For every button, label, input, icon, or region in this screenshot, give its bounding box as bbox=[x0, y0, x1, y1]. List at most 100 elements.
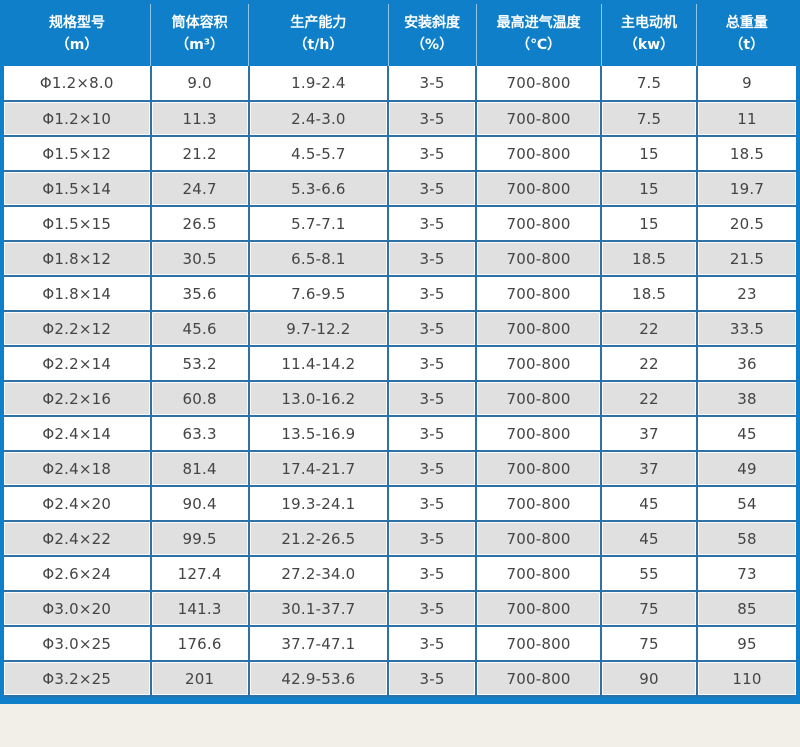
table-cell: 700-800 bbox=[475, 590, 603, 628]
table-cell: 3-5 bbox=[387, 520, 478, 558]
table-cell: 700-800 bbox=[475, 240, 603, 278]
column-header-2: 筒体容积 （m³） bbox=[150, 4, 250, 67]
spec-table-body: Φ1.2×8.0 9.0 1.9-2.4 3-5 700-800 7.5 9 Φ1.2×10 1… bbox=[4, 66, 796, 698]
table-cell: 700-800 bbox=[475, 170, 603, 208]
table-cell: 3-5 bbox=[387, 240, 478, 278]
table-cell: 30.1-37.7 bbox=[247, 590, 390, 628]
table-cell: 15 bbox=[600, 205, 698, 243]
table-cell: 21.5 bbox=[695, 240, 796, 278]
table-cell: Φ3.2×25 bbox=[4, 660, 152, 698]
table-cell: Φ2.2×14 bbox=[4, 345, 152, 383]
spec-table-frame: 规格型号 （m） 筒体容积 （m³） 生产能力 （t/h） 安装斜度 （%） 最高进气温度 （℃）… bbox=[0, 0, 800, 705]
table-row: Φ1.2×8.0 9.0 1.9-2.4 3-5 700-800 7.5 9 bbox=[4, 66, 796, 103]
table-cell: 53.2 bbox=[149, 345, 250, 383]
table-cell: 33.5 bbox=[695, 310, 796, 348]
table-cell: 37.7-47.1 bbox=[247, 625, 390, 663]
column-header-unit: （t） bbox=[729, 36, 765, 53]
table-cell: 63.3 bbox=[149, 415, 250, 453]
table-cell: 15 bbox=[600, 170, 698, 208]
table-cell: Φ3.0×20 bbox=[4, 590, 152, 628]
table-cell: 21.2-26.5 bbox=[247, 520, 390, 558]
table-cell: 9.7-12.2 bbox=[247, 310, 390, 348]
table-cell: 30.5 bbox=[149, 240, 250, 278]
table-cell: 1.9-2.4 bbox=[247, 66, 390, 103]
table-cell: 81.4 bbox=[149, 450, 250, 488]
table-cell: 5.7-7.1 bbox=[247, 205, 390, 243]
table-cell: 7.5 bbox=[600, 66, 698, 103]
table-cell: 3-5 bbox=[387, 135, 478, 173]
column-header-7: 总重量 （t） bbox=[696, 4, 796, 67]
table-cell: 3-5 bbox=[387, 310, 478, 348]
table-cell: Φ2.4×20 bbox=[4, 485, 152, 523]
table-cell: 22 bbox=[600, 380, 698, 418]
table-row: Φ1.5×12 21.2 4.5-5.7 3-5 700-800 15 18.5 bbox=[4, 135, 796, 173]
table-row: Φ3.0×20 141.3 30.1-37.7 3-5 700-800 75 85 bbox=[4, 590, 796, 628]
table-cell: 18.5 bbox=[695, 135, 796, 173]
table-cell: 201 bbox=[149, 660, 250, 698]
table-cell: 45 bbox=[600, 520, 698, 558]
table-cell: Φ2.6×24 bbox=[4, 555, 152, 593]
table-cell: 176.6 bbox=[149, 625, 250, 663]
table-cell: Φ2.2×16 bbox=[4, 380, 152, 418]
table-cell: 11 bbox=[695, 100, 796, 138]
table-row: Φ1.8×12 30.5 6.5-8.1 3-5 700-800 18.5 21.5 bbox=[4, 240, 796, 278]
table-cell: 9 bbox=[695, 66, 796, 103]
table-cell: 2.4-3.0 bbox=[247, 100, 390, 138]
spec-table-header: 规格型号 （m） 筒体容积 （m³） 生产能力 （t/h） 安装斜度 （%） 最高进气温度 （℃）… bbox=[4, 4, 796, 67]
table-cell: 17.4-21.7 bbox=[247, 450, 390, 488]
column-header-title: 筒体容积 bbox=[171, 15, 228, 31]
column-header-title: 安装斜度 bbox=[404, 15, 461, 31]
table-cell: 19.3-24.1 bbox=[247, 485, 390, 523]
column-header-unit: （%） bbox=[411, 36, 454, 53]
table-cell: 13.0-16.2 bbox=[247, 380, 390, 418]
table-cell: 700-800 bbox=[475, 415, 603, 453]
table-cell: 95 bbox=[695, 625, 796, 663]
table-cell: 700-800 bbox=[475, 310, 603, 348]
table-cell: 60.8 bbox=[149, 380, 250, 418]
table-cell: 45 bbox=[695, 415, 796, 453]
table-cell: 22 bbox=[600, 345, 698, 383]
table-row: Φ2.2×16 60.8 13.0-16.2 3-5 700-800 22 38 bbox=[4, 380, 796, 418]
table-cell: 4.5-5.7 bbox=[247, 135, 390, 173]
column-header-6: 主电动机 （kw） bbox=[601, 4, 698, 67]
table-cell: 11.4-14.2 bbox=[247, 345, 390, 383]
column-header-unit: （m³） bbox=[175, 36, 224, 53]
table-cell: 3-5 bbox=[387, 485, 478, 523]
table-cell: 3-5 bbox=[387, 345, 478, 383]
column-header-5: 最高进气温度 （℃） bbox=[476, 4, 602, 67]
table-cell: 9.0 bbox=[149, 66, 250, 103]
table-cell: 3-5 bbox=[387, 66, 478, 103]
table-cell: Φ1.8×14 bbox=[4, 275, 152, 313]
table-cell: 700-800 bbox=[475, 520, 603, 558]
table-cell: Φ2.4×18 bbox=[4, 450, 152, 488]
table-cell: 23 bbox=[695, 275, 796, 313]
table-row: Φ2.2×12 45.6 9.7-12.2 3-5 700-800 22 33.5 bbox=[4, 310, 796, 348]
table-row: Φ1.5×15 26.5 5.7-7.1 3-5 700-800 15 20.5 bbox=[4, 205, 796, 243]
table-row: Φ2.6×24 127.4 27.2-34.0 3-5 700-800 55 73 bbox=[4, 555, 796, 593]
column-header-unit: （t/h） bbox=[293, 36, 344, 53]
column-header-3: 生产能力 （t/h） bbox=[248, 4, 389, 67]
table-cell: Φ1.8×12 bbox=[4, 240, 152, 278]
column-header-title: 生产能力 bbox=[290, 15, 347, 31]
table-cell: 18.5 bbox=[600, 240, 698, 278]
table-cell: 49 bbox=[695, 450, 796, 488]
table-cell: 75 bbox=[600, 590, 698, 628]
table-cell: 7.6-9.5 bbox=[247, 275, 390, 313]
table-row: Φ3.2×25 201 42.9-53.6 3-5 700-800 90 110 bbox=[4, 660, 796, 698]
table-cell: 3-5 bbox=[387, 660, 478, 698]
column-header-title: 主电动机 bbox=[621, 15, 678, 31]
table-cell: 13.5-16.9 bbox=[247, 415, 390, 453]
table-cell: 19.7 bbox=[695, 170, 796, 208]
table-cell: 3-5 bbox=[387, 100, 478, 138]
table-cell: 38 bbox=[695, 380, 796, 418]
table-cell: 27.2-34.0 bbox=[247, 555, 390, 593]
table-cell: 3-5 bbox=[387, 275, 478, 313]
column-header-title: 规格型号 bbox=[49, 15, 105, 31]
table-cell: 700-800 bbox=[475, 100, 603, 138]
table-cell: Φ1.5×15 bbox=[4, 205, 152, 243]
table-row: Φ1.5×14 24.7 5.3-6.6 3-5 700-800 15 19.7 bbox=[4, 170, 796, 208]
table-cell: 85 bbox=[695, 590, 796, 628]
table-row: Φ2.4×22 99.5 21.2-26.5 3-5 700-800 45 58 bbox=[4, 520, 796, 558]
table-cell: 18.5 bbox=[600, 275, 698, 313]
table-cell: 3-5 bbox=[387, 380, 478, 418]
